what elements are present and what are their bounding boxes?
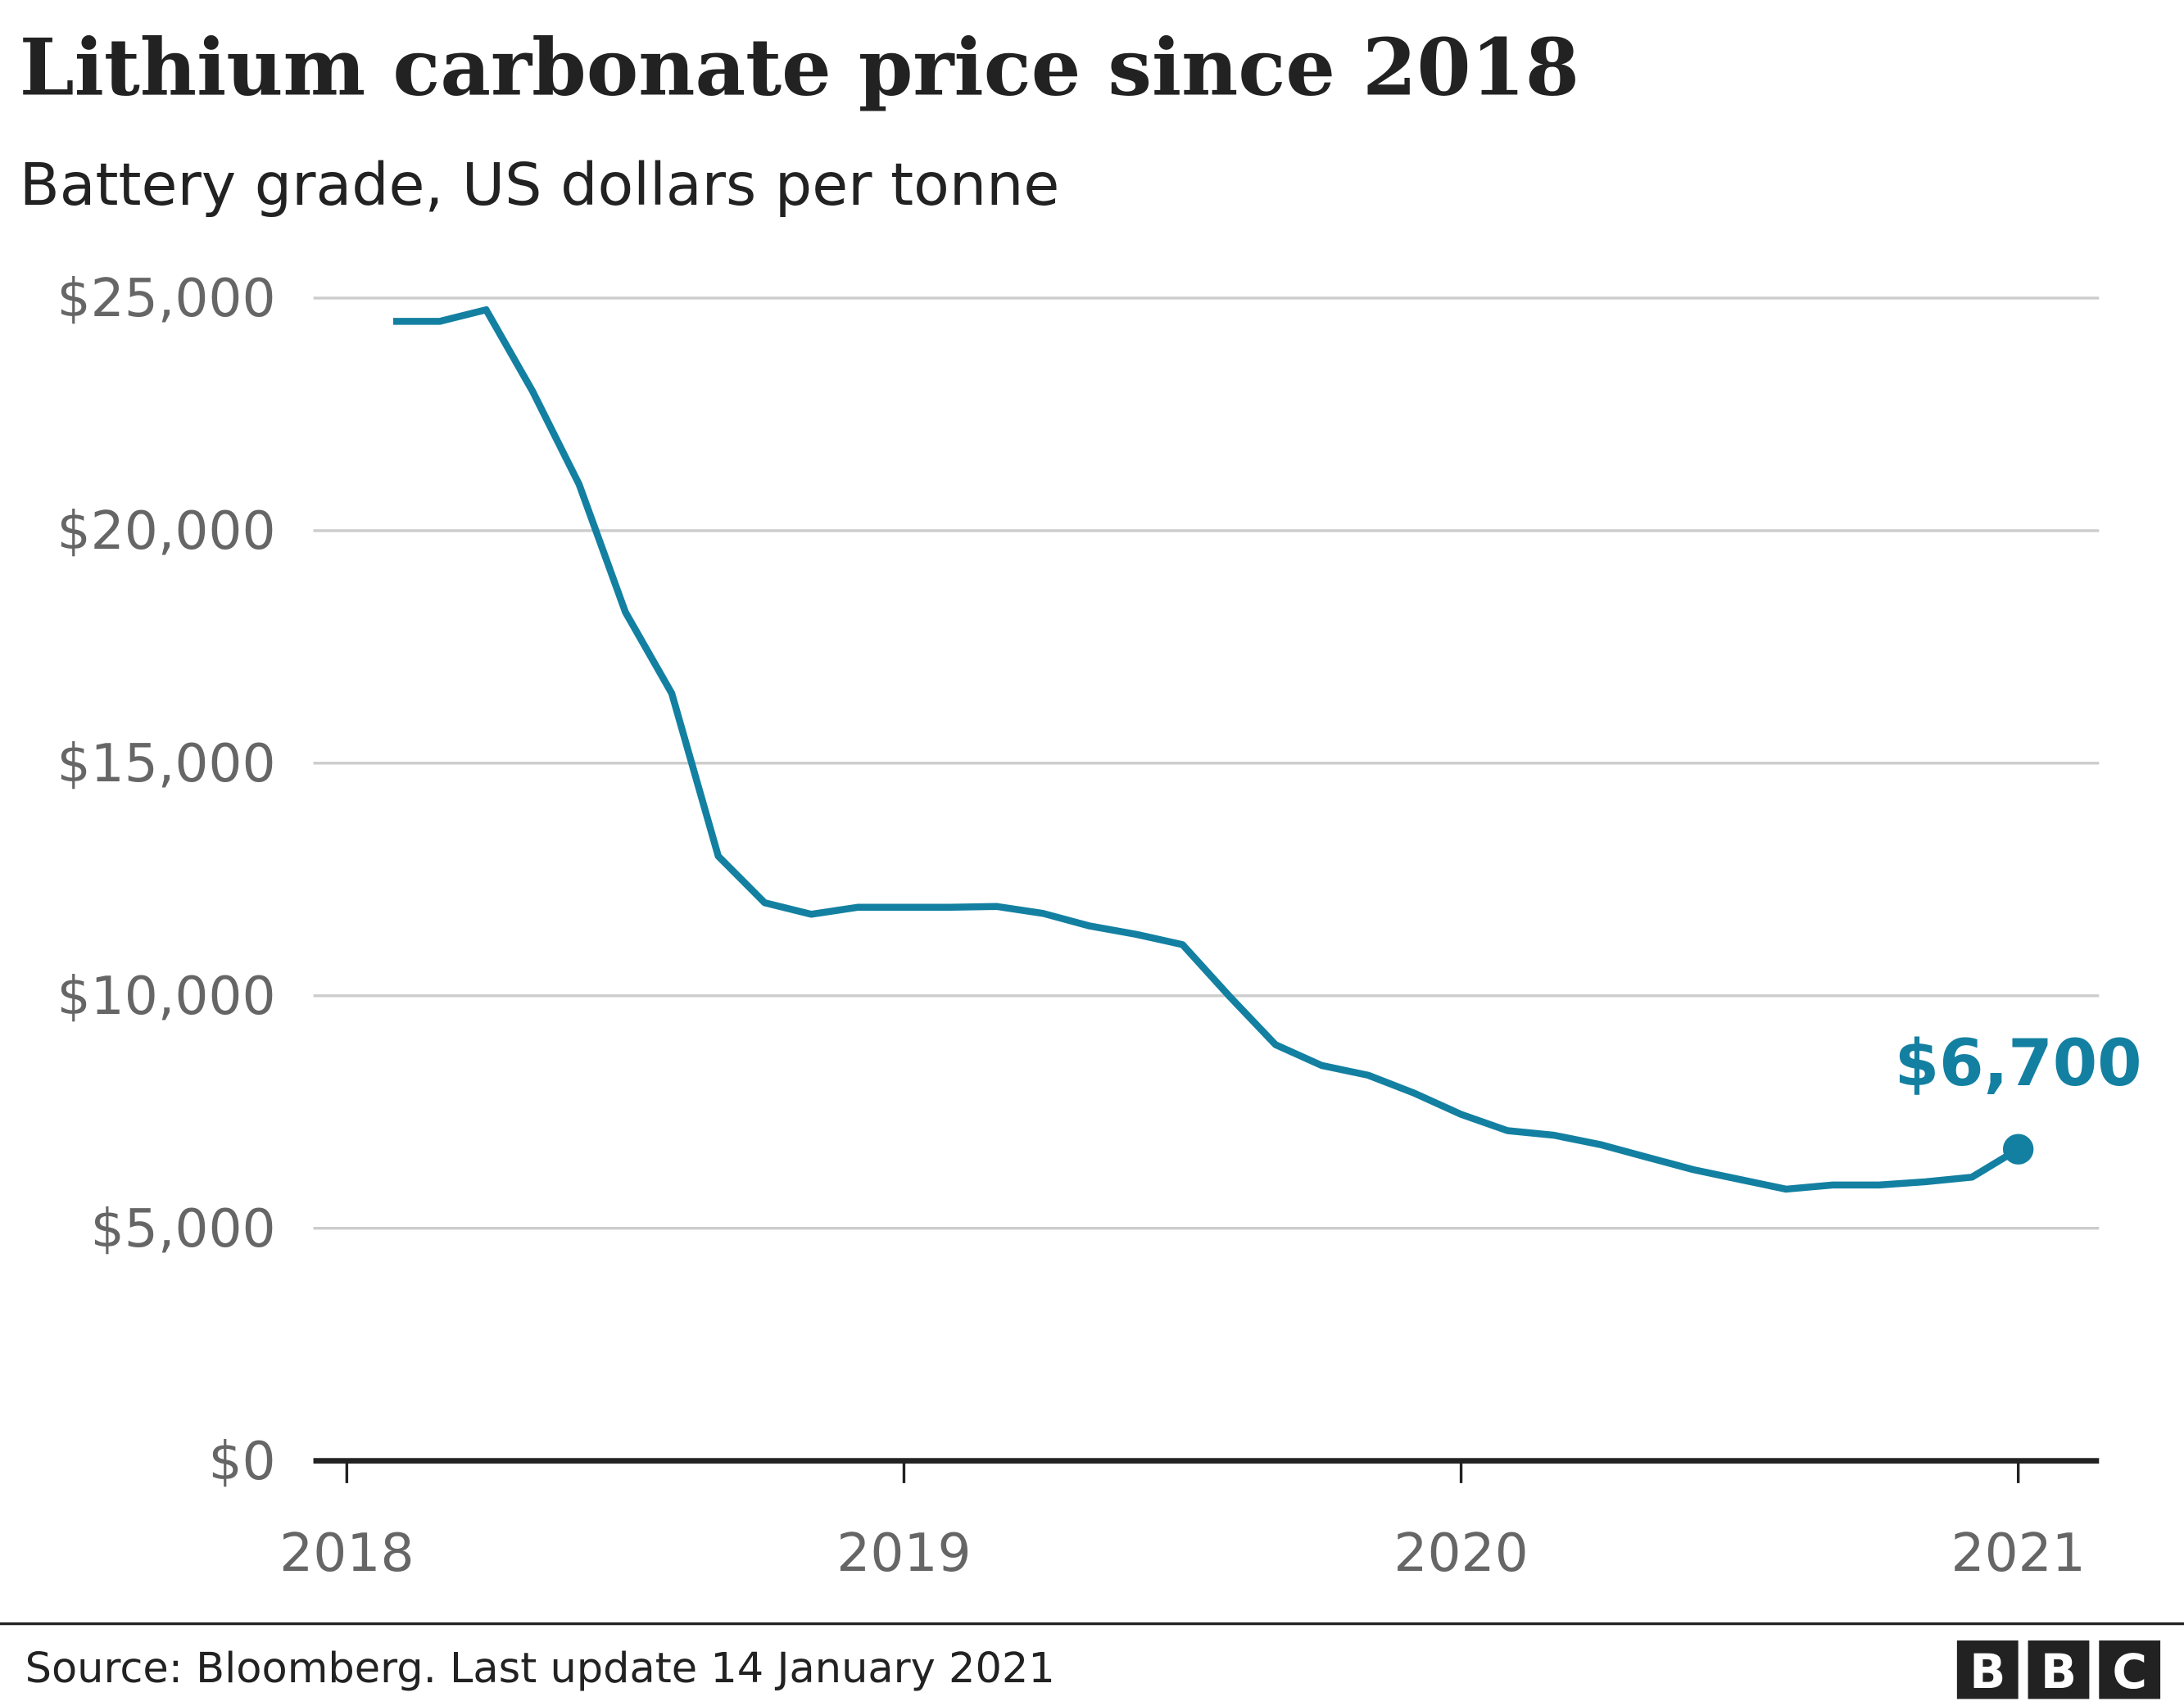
bbc-logo: B B C <box>1956 1640 2161 1699</box>
svg-text:B: B <box>1969 1644 2005 1699</box>
y-tick-label: $20,000 <box>57 500 276 562</box>
x-tick-label: 2020 <box>1393 1523 1528 1584</box>
chart-title: Lithium carbonate price since 2018 <box>20 23 1579 114</box>
y-tick-label: $5,000 <box>91 1198 276 1260</box>
price-line <box>392 305 2020 1193</box>
y-tick-label: $25,000 <box>57 268 276 329</box>
y-tick-label: $0 <box>208 1431 275 1492</box>
svg-text:B: B <box>2041 1644 2077 1699</box>
x-tick-label: 2019 <box>836 1523 971 1584</box>
last-value-label: $6,700 <box>1895 1026 2142 1101</box>
y-tick-label: $10,000 <box>57 966 276 1027</box>
source-text: Source: Bloomberg. Last update 14 Januar… <box>25 1645 1055 1693</box>
svg-text:C: C <box>2112 1644 2146 1699</box>
last-point-marker <box>2002 1134 2034 1165</box>
x-tick-label: 2021 <box>1951 1523 2085 1584</box>
chart-subtitle: Battery grade, US dollars per tonne <box>20 151 1060 219</box>
x-tick-label: 2018 <box>279 1523 414 1584</box>
y-tick-label: $15,000 <box>57 733 276 794</box>
